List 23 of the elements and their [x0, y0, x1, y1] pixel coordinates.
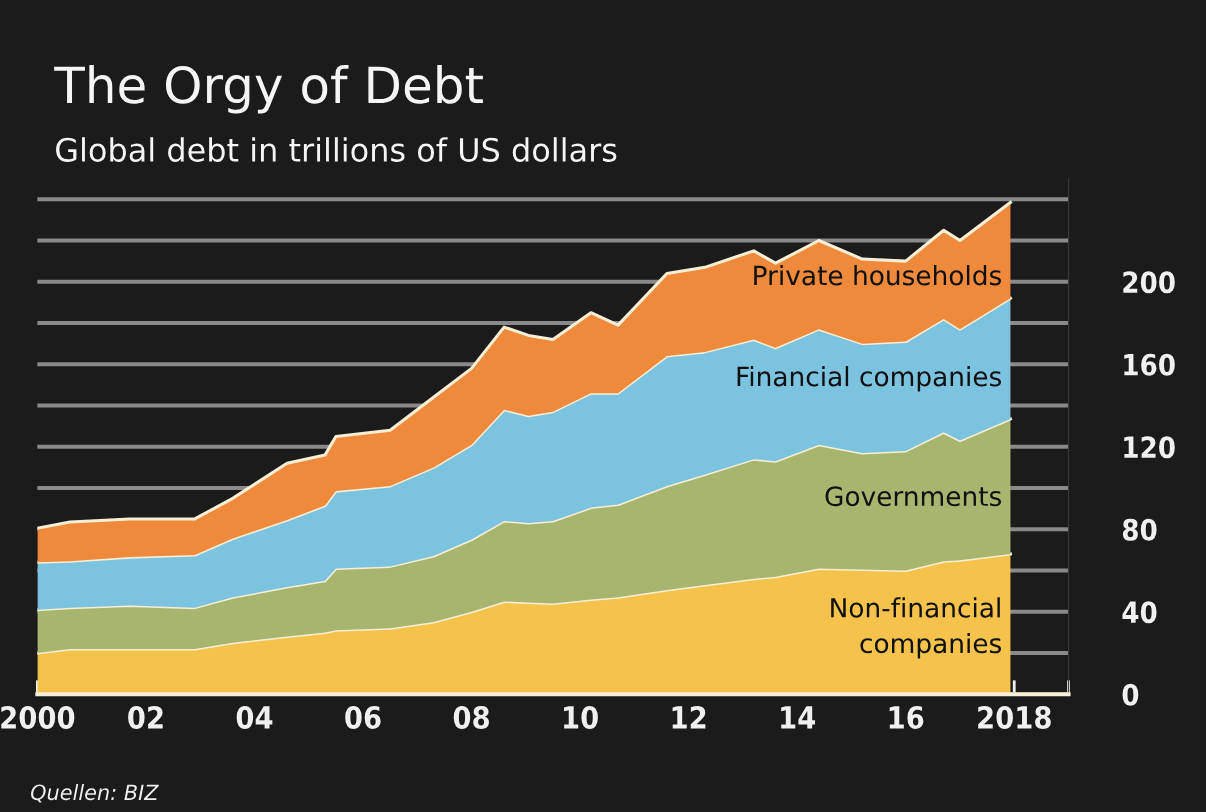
x-tick-label: 08: [453, 705, 489, 730]
y-tick-label: 200: [1123, 271, 1175, 294]
y-tick-label: 160: [1124, 353, 1175, 376]
series-label: Non-financial companies: [831, 597, 1002, 659]
series-label: Private households: [754, 265, 1002, 286]
x-tick-label: 10: [564, 705, 598, 730]
x-tick-label: 04: [236, 705, 273, 730]
x-tick-label: 02: [128, 705, 163, 730]
x-tick-label: 16: [889, 705, 924, 730]
y-tick-label: 80: [1122, 518, 1157, 541]
y-tick-label: 120: [1124, 436, 1175, 459]
x-tick-label: 2000: [1, 705, 75, 730]
series-label: Governments: [825, 486, 1002, 507]
series-label: Financial companies: [737, 366, 1002, 392]
chart-title: The Orgy of Debt: [54, 65, 483, 114]
x-tick-label: 2018: [978, 705, 1051, 730]
y-tick-label: 0: [1122, 683, 1139, 706]
chart-subtitle: Global debt in trillions of US dollars: [56, 137, 617, 162]
y-tick-label: 40: [1122, 601, 1157, 624]
source-note: Quellen: BIZ: [31, 784, 159, 803]
x-tick-label: 06: [345, 705, 381, 730]
x-tick-label: 14: [781, 706, 816, 729]
x-tick-label: 12: [672, 705, 706, 729]
